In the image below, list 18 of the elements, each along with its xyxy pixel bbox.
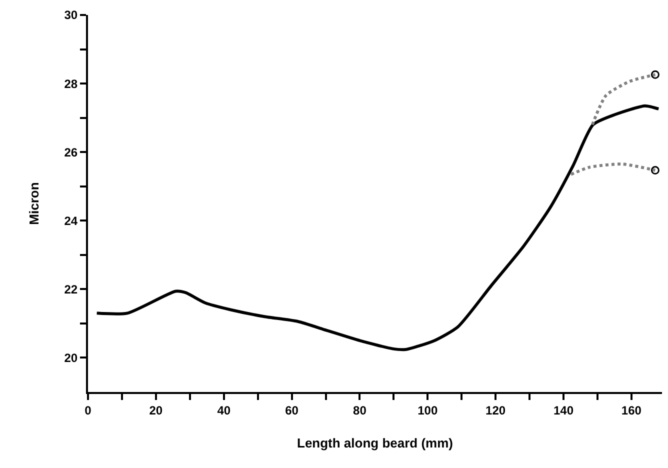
x-tick-label: 60 (285, 403, 299, 418)
x-tick-label: 80 (353, 403, 367, 418)
x-tick-label: 160 (621, 403, 642, 418)
x-tick-label: 100 (418, 403, 438, 418)
x-tick-label: 0 (84, 403, 92, 418)
x-tick-label: 20 (149, 403, 163, 418)
y-tick-label: 26 (64, 145, 78, 160)
x-axis-title: Length along beard (mm) (297, 436, 453, 450)
x-tick-label: 40 (217, 403, 231, 418)
y-tick-label: 28 (64, 76, 78, 91)
y-tick-label: 20 (64, 350, 78, 365)
line-series (95, 104, 660, 352)
x-tick-label: 140 (553, 403, 574, 418)
y-tick-label: 30 (64, 8, 78, 22)
x-tick-label: 120 (486, 403, 506, 418)
y-axis-title: Micron (26, 182, 42, 225)
y-tick-label: 24 (64, 214, 78, 228)
y-tick-label: 22 (64, 282, 78, 296)
